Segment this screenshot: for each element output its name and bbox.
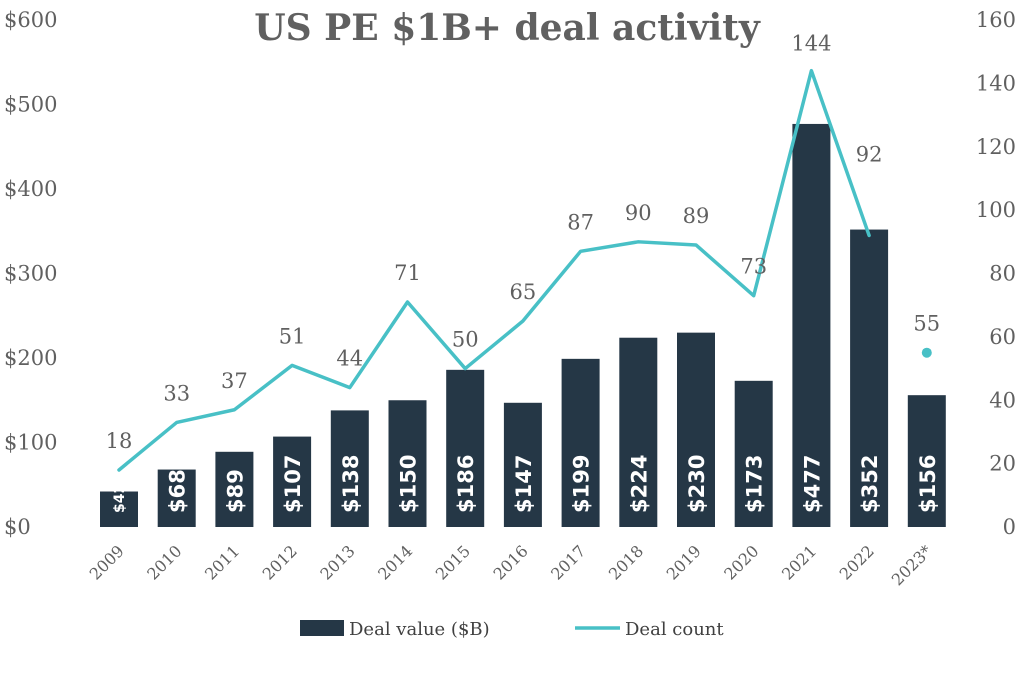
deal-count-label: 89 [683, 204, 710, 228]
right-axis-tick-label: 20 [989, 452, 1016, 476]
deal-value-bar-label: $352 [858, 455, 882, 513]
deal-value-bar [561, 358, 600, 527]
x-axis-tick-label: 2021 [778, 541, 820, 583]
deal-count-label: 71 [394, 261, 421, 285]
deal-value-bar [100, 491, 138, 527]
x-axis-tick-label: 2010 [143, 541, 185, 583]
deal-value-bar-label: $147 [512, 455, 536, 513]
deal-value-bar-label: $68 [166, 469, 190, 513]
deal-count-label: 55 [913, 312, 940, 336]
deal-value-bar-label: $477 [800, 455, 824, 513]
right-axis-tick-label: 0 [1003, 515, 1016, 539]
deal-value-bar [388, 400, 427, 527]
x-axis-tick-label: 2013 [316, 541, 358, 583]
deal-count-label: 65 [510, 280, 537, 304]
x-axis-tick-label: 2018 [605, 541, 647, 583]
right-axis-tick-label: 140 [976, 71, 1016, 95]
deal-value-bar [907, 395, 946, 527]
deal-value-bar-label: $230 [685, 455, 709, 513]
right-axis-tick-label: 100 [976, 198, 1016, 222]
deal-value-bar [677, 332, 715, 527]
deal-count-label: 92 [856, 142, 883, 166]
x-axis-tick-label: 2015 [432, 541, 474, 583]
left-axis-tick-label: $0 [4, 515, 31, 539]
deal-value-bar [215, 451, 254, 527]
deal-count-label: 51 [279, 324, 306, 348]
deal-count-label: 33 [163, 381, 190, 405]
x-axis-tick-label: 2016 [490, 541, 532, 583]
chart-title: US PE $1B+ deal activity [254, 7, 761, 49]
x-axis-tick-label: 2023* [888, 541, 936, 589]
right-axis-tick-label: 60 [989, 325, 1016, 349]
left-axis-tick-label: $300 [4, 262, 57, 286]
deal-value-bar [619, 337, 658, 527]
x-axis-tick-label: 2011 [201, 541, 243, 583]
deal-count-line: 18 33 37 51 44 71 50 65 87 90 89 73 144 92 55 [106, 32, 940, 472]
x-axis-tick-label: 2009 [86, 541, 128, 583]
x-axis-tick-label: 2017 [547, 541, 589, 583]
right-axis-tick-label: 40 [989, 388, 1016, 412]
deal-count-label: 87 [567, 210, 594, 234]
deal-count-point [921, 347, 932, 358]
deal-count-label: 50 [452, 328, 479, 352]
deal-value-bar [792, 123, 831, 527]
deal-value-bar-label: $173 [743, 455, 767, 513]
deal-count-label: 44 [336, 347, 363, 371]
deal-value-bar [503, 402, 542, 527]
deal-count-label: 37 [221, 369, 248, 393]
deal-value-bar [330, 410, 369, 527]
x-axis-tick-label: 2012 [259, 541, 301, 583]
deal-value-bar-label: $199 [570, 455, 594, 513]
legend-swatch-deal-value [300, 620, 344, 636]
x-axis-tick-label: 2022 [836, 541, 878, 583]
deal-value-bar-label: $156 [916, 455, 940, 513]
x-axis-tick-label: 2014 [374, 541, 416, 583]
left-axis: $0 $100 $200 $300 $400 $500 $600 [4, 8, 57, 539]
deal-value-bar-label: $186 [454, 455, 478, 513]
deal-count-label: 90 [625, 201, 652, 225]
left-axis-tick-label: $500 [4, 93, 57, 117]
deal-value-bar [734, 380, 773, 527]
legend: Deal value ($B) Deal count [300, 619, 724, 640]
deal-value-bar [157, 469, 196, 527]
right-axis-tick-label: 160 [976, 8, 1016, 32]
left-axis-tick-label: $100 [4, 431, 57, 455]
x-axis-tick-label: 2019 [663, 541, 705, 583]
legend-label-deal-count: Deal count [625, 619, 724, 640]
left-axis-tick-label: $600 [4, 8, 57, 32]
deal-value-bar [850, 229, 889, 527]
legend-label-deal-value: Deal value ($B) [349, 619, 490, 640]
right-axis-tick-label: 80 [989, 262, 1016, 286]
deal-count-label: 144 [791, 32, 831, 56]
right-axis-tick-label: 120 [976, 135, 1016, 159]
deal-value-bars: $42 $68 $89 $107 $138 $150 $186 $147 $199 $224 $23… [100, 123, 946, 527]
deal-count-line-path [117, 68, 871, 472]
deal-value-bar-label: $107 [281, 455, 305, 513]
left-axis-tick-label: $200 [4, 346, 57, 370]
left-axis-tick-label: $400 [4, 177, 57, 201]
deal-value-bar-label: $224 [627, 455, 651, 513]
deal-value-bar-label: $150 [397, 455, 421, 513]
right-axis: 0 20 40 60 80 100 120 140 160 [976, 8, 1016, 539]
deal-value-bar [446, 369, 485, 527]
x-axis-tick-label: 2020 [720, 541, 762, 583]
deal-count-label: 73 [740, 255, 767, 279]
deal-value-bar [273, 436, 312, 527]
deal-value-bar-label: $89 [223, 469, 247, 513]
x-axis: 2009 2010 2011 2012 2013 2014 2015 2016 2017 2018… [86, 541, 936, 589]
deal-count-label: 18 [106, 429, 133, 453]
deal-value-bar-label: $42 [112, 484, 128, 513]
deal-value-bar-label: $138 [339, 455, 363, 513]
